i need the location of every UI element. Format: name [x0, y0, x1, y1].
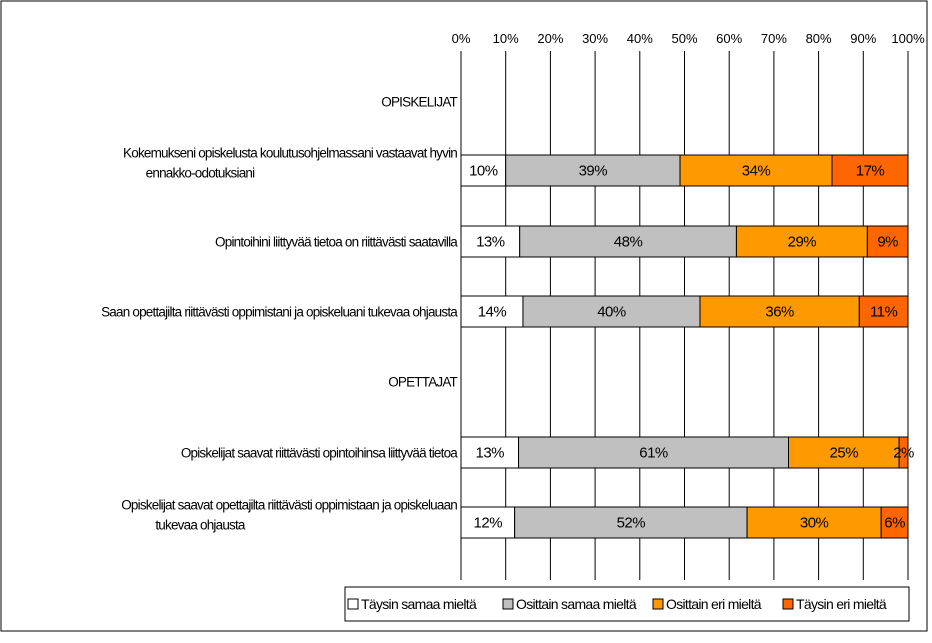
bar-segment	[518, 436, 790, 469]
bar-segment	[831, 154, 909, 187]
x-tick-label: 0%	[452, 31, 471, 46]
category-label: tukevaa ohjausta	[155, 518, 246, 533]
category-label: Opiskelijat saavat riittävästi opintoihi…	[181, 446, 458, 461]
data-label: 25%	[830, 445, 859, 462]
legend-swatch	[782, 598, 794, 610]
legend-box	[344, 586, 910, 622]
x-tick-label: 30%	[582, 31, 608, 46]
data-label: 34%	[742, 163, 771, 180]
tick-label-layer: 0% 10% 20% 30% 40% 50% 60% 70% 80% 90% 100%	[452, 31, 925, 46]
data-label: 52%	[617, 515, 646, 532]
data-label: 13%	[476, 445, 505, 462]
bar-segment	[460, 154, 507, 187]
data-label: 17%	[856, 163, 885, 180]
category-label: Kokemukseni opiskelusta koulutusohjelmas…	[123, 146, 457, 161]
bar-segment	[460, 295, 524, 328]
legend-swatch	[652, 598, 664, 610]
x-tick-label: 70%	[761, 31, 787, 46]
x-tick-label: 100%	[891, 31, 925, 46]
data-label: 13%	[476, 234, 505, 251]
x-tick-label: 40%	[627, 31, 653, 46]
x-tick-label: 60%	[716, 31, 742, 46]
legend-swatch	[347, 598, 359, 610]
category-label: Opintoihini liittyvää tietoa on riittävä…	[215, 235, 458, 250]
data-label: 2%	[893, 445, 914, 462]
bar-segment	[679, 154, 833, 187]
data-label: 11%	[870, 304, 898, 321]
data-label: 10%	[469, 163, 498, 180]
data-label: 30%	[800, 515, 829, 532]
category-label: ennakko-odotuksiani	[146, 166, 255, 181]
x-tick-label: 90%	[850, 31, 876, 46]
legend-entry: Osittain samaa mieltä	[516, 596, 637, 612]
bar-segment	[880, 506, 909, 539]
legend-swatch	[502, 598, 514, 610]
category-label: Saan opettajilta riittävästi oppimistani…	[101, 305, 458, 320]
data-label: 9%	[877, 234, 898, 251]
bar-segment	[460, 436, 520, 469]
legend-entry: Täysin eri mieltä	[796, 596, 887, 612]
bar-segment	[898, 436, 909, 469]
x-tick-label: 80%	[806, 31, 832, 46]
bar-segment	[514, 506, 748, 539]
bar-segment	[858, 295, 909, 328]
bar-segment	[519, 225, 737, 258]
data-label: 61%	[639, 445, 668, 462]
bar-segment	[735, 225, 868, 258]
section-heading: OPISKELIJAT	[381, 95, 457, 110]
data-label: 14%	[478, 304, 507, 321]
x-tick-label: 20%	[537, 31, 563, 46]
data-label: 6%	[884, 515, 905, 532]
category-label: Opiskelijat saavat opettajilta riittäväs…	[121, 498, 457, 513]
data-label: 12%	[474, 515, 503, 532]
x-tick-label: 50%	[671, 31, 697, 46]
x-tick-label: 10%	[493, 31, 519, 46]
data-label: 39%	[579, 163, 608, 180]
row-layer: OPISKELIJAT Kokemukseni opiskelusta koulu…	[101, 95, 915, 539]
bar-segment	[788, 436, 900, 469]
data-label: 29%	[788, 234, 817, 251]
legend-entry: Osittain eri mieltä	[666, 596, 762, 612]
data-label: 40%	[597, 304, 626, 321]
legend: Täysin samaa mieltä Osittain samaa mieltä…	[344, 586, 910, 622]
section-heading: OPETTAJAT	[388, 375, 457, 390]
bar-segment	[460, 225, 521, 258]
data-label: 48%	[614, 234, 643, 251]
legend-entry: Täysin samaa mieltä	[361, 596, 477, 612]
bar-segment	[866, 225, 909, 258]
data-label: 36%	[765, 304, 794, 321]
bar-segment	[522, 295, 701, 328]
